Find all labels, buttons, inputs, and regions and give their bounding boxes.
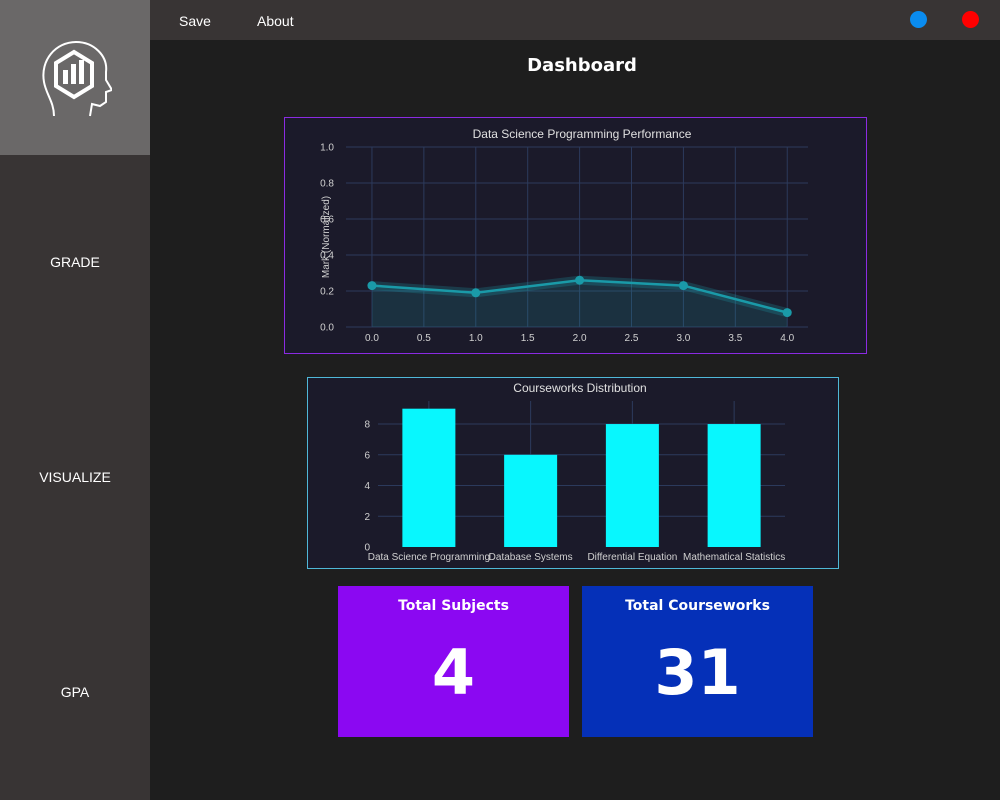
y-tick-label: 0.8 bbox=[320, 179, 334, 190]
minimize-button[interactable] bbox=[910, 11, 927, 28]
sidebar-item-grade[interactable]: GRADE bbox=[50, 254, 100, 270]
y-tick-label: 1.0 bbox=[320, 143, 334, 154]
page-title: Dashboard bbox=[527, 55, 637, 76]
y-tick-label: 0.6 bbox=[320, 215, 334, 226]
total-courseworks-label: Total Courseworks bbox=[625, 598, 770, 614]
total-subjects-label: Total Subjects bbox=[398, 598, 509, 614]
x-tick-label: 3.0 bbox=[676, 333, 690, 344]
bar bbox=[504, 454, 558, 547]
bar bbox=[402, 408, 456, 547]
y-tick-label: 8 bbox=[364, 420, 370, 431]
data-point bbox=[471, 288, 481, 298]
x-tick-label: Differential Equation bbox=[587, 552, 677, 563]
x-tick-label: 1.0 bbox=[469, 333, 483, 344]
x-tick-label: 4.0 bbox=[780, 333, 794, 344]
y-tick-label: 2 bbox=[364, 512, 370, 523]
about-button[interactable]: About bbox=[257, 13, 294, 29]
logo-panel bbox=[0, 0, 150, 155]
y-tick-label: 0.0 bbox=[320, 323, 334, 334]
line-chart-canvas: 0.0 0.5 1.0 1.5 2.0 2.5 3.0 3.5 4.0 0.0 0.2 0.4 0.6 0… bbox=[320, 127, 808, 344]
y-tick-label: 4 bbox=[364, 481, 370, 492]
sidebar: GRADE VISUALIZE GPA bbox=[0, 0, 150, 800]
x-tick-label: Database Systems bbox=[489, 552, 573, 563]
top-menu-bar: Save About bbox=[150, 0, 1000, 40]
bar bbox=[605, 424, 659, 547]
x-tick-label: Mathematical Statistics bbox=[683, 552, 785, 563]
close-button[interactable] bbox=[962, 11, 979, 28]
x-tick-label: 2.0 bbox=[573, 333, 587, 344]
bar bbox=[707, 424, 761, 547]
line-chart-title: Data Science Programming Performance bbox=[473, 127, 692, 141]
data-point bbox=[678, 281, 688, 291]
head-chart-logo-icon bbox=[42, 40, 112, 117]
save-button[interactable]: Save bbox=[179, 13, 211, 29]
total-courseworks-card: Total Courseworks 31 bbox=[582, 586, 813, 737]
total-courseworks-value: 31 bbox=[654, 636, 741, 709]
data-point bbox=[782, 308, 792, 318]
bar-chart-title: Courseworks Distribution bbox=[513, 381, 646, 395]
x-tick-label: 1.5 bbox=[521, 333, 535, 344]
x-tick-label: 0.5 bbox=[417, 333, 431, 344]
x-tick-label: 0.0 bbox=[365, 333, 379, 344]
y-tick-label: 0.2 bbox=[320, 287, 334, 298]
sidebar-item-visualize[interactable]: VISUALIZE bbox=[39, 469, 111, 485]
y-tick-label: 0.4 bbox=[320, 251, 334, 262]
x-tick-label: 2.5 bbox=[625, 333, 639, 344]
data-point bbox=[575, 275, 585, 285]
y-tick-label: 6 bbox=[364, 450, 370, 461]
sidebar-item-gpa[interactable]: GPA bbox=[60, 684, 90, 700]
courseworks-bar-chart: 0 2 4 6 8 Data Science Programming Database Sy… bbox=[307, 377, 839, 569]
x-tick-label: 3.5 bbox=[728, 333, 742, 344]
total-subjects-card: Total Subjects 4 bbox=[338, 586, 569, 737]
line-area-fill bbox=[372, 280, 788, 327]
line-chart-y-axis-label: Mark (Normalized) bbox=[321, 196, 332, 278]
total-subjects-value: 4 bbox=[431, 636, 476, 709]
performance-line-chart: 0.0 0.5 1.0 1.5 2.0 2.5 3.0 3.5 4.0 0.0 0.2 0.4 0.6 0… bbox=[284, 117, 867, 354]
data-point bbox=[367, 281, 377, 291]
y-tick-label: 0 bbox=[364, 543, 370, 554]
x-tick-label: Data Science Programming bbox=[368, 552, 490, 563]
